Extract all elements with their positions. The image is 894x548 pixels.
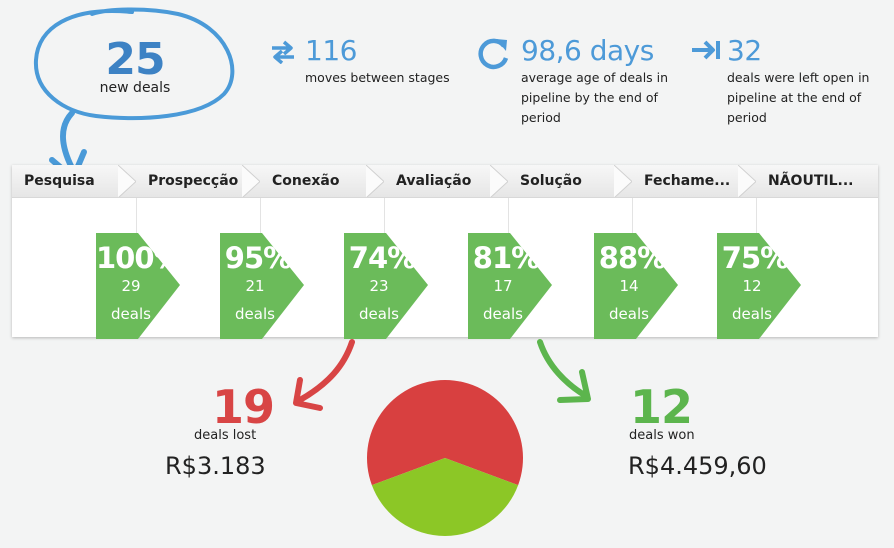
deal-count-label: deals <box>609 305 649 323</box>
stage-header-naoutil[interactable]: NÃOUTIL... <box>756 165 878 198</box>
moves-label: moves between stages <box>305 70 450 85</box>
stage-name: Avaliação <box>396 173 472 189</box>
deal-count-label: deals <box>235 305 275 323</box>
lost-deals-label: deals lost <box>194 428 257 443</box>
stage-name: Fechame... <box>644 173 731 189</box>
deal-count: 21 <box>245 277 265 295</box>
conversion-badge-avaliacao: 81% 17 deals <box>468 233 552 339</box>
deal-count: 23 <box>369 277 389 295</box>
stage-divider <box>136 198 137 233</box>
conversion-percent: 88% <box>598 241 666 275</box>
new-deals-label: new deals <box>99 80 171 96</box>
left-open-value: 32 <box>727 34 762 67</box>
stage-header-conexao[interactable]: Conexão <box>260 165 384 198</box>
deal-count: 17 <box>493 277 513 295</box>
average-age-label-line2: pipeline by the end of <box>521 90 658 105</box>
swap-arrows-icon <box>272 40 294 64</box>
conversion-badge-pesquisa: 100% 29 deals <box>96 233 183 339</box>
won-deals-value: R$4.459,60 <box>628 452 767 480</box>
moves-value: 116 <box>305 34 357 67</box>
chevron-right-icon <box>490 165 508 197</box>
left-open-label-line1: deals were left open in <box>727 70 870 85</box>
conversion-badge-prospeccao: 95% 21 deals <box>220 233 304 339</box>
stage-name: Conexão <box>272 173 340 189</box>
new-deals-count: 25 <box>105 34 165 85</box>
average-age-label-line3: period <box>521 110 561 125</box>
stage-header-avaliacao[interactable]: Avaliação <box>384 165 508 198</box>
deal-count-label: deals <box>111 305 151 323</box>
won-lost-pie <box>367 380 523 536</box>
arrow-right-bar-icon <box>692 40 720 60</box>
stage-divider <box>384 198 385 233</box>
lost-deals-count: 19 <box>212 380 275 434</box>
won-deals-label: deals won <box>629 428 695 443</box>
left-open-label-line2: pipeline at the end of <box>727 90 862 105</box>
pie-slice-lost <box>367 380 523 486</box>
stage-divider <box>508 198 509 233</box>
stage-name: Pesquisa <box>24 173 95 189</box>
conversion-badge-fechamento: 75% 12 deals <box>717 233 801 339</box>
deal-count: 14 <box>619 277 639 295</box>
deal-count: 12 <box>742 277 762 295</box>
conversion-percent: 81% <box>472 241 540 275</box>
left-open-label-line3: period <box>727 110 767 125</box>
average-age-value: 98,6 days <box>521 34 654 67</box>
stage-divider <box>632 198 633 233</box>
pie-slice-won <box>371 458 519 536</box>
won-deals-count: 12 <box>630 380 693 434</box>
won-arrow <box>537 339 591 403</box>
conversion-badge-conexao: 74% 23 deals <box>344 233 428 339</box>
chevron-right-icon <box>118 165 136 197</box>
chevron-right-icon <box>242 165 260 197</box>
chevron-right-icon <box>614 165 632 197</box>
stage-name: Solução <box>520 173 582 189</box>
chevron-right-icon <box>366 165 384 197</box>
deal-count: 29 <box>121 277 141 295</box>
stage-header-fechamento[interactable]: Fechame... <box>632 165 756 198</box>
stage-divider <box>260 198 261 233</box>
conversion-badge-solucao: 88% 14 deals <box>594 233 678 339</box>
stage-name: NÃOUTIL... <box>768 173 854 189</box>
deal-count-label: deals <box>732 305 772 323</box>
stage-divider <box>756 198 757 233</box>
conversion-percent: 95% <box>224 241 292 275</box>
conversion-percent: 74% <box>348 241 416 275</box>
deal-count-label: deals <box>359 305 399 323</box>
stage-header-solucao[interactable]: Solução <box>508 165 632 198</box>
average-age-label-line1: average age of deals in <box>521 70 669 85</box>
conversion-percent: 75% <box>721 241 789 275</box>
lost-arrow <box>293 339 355 411</box>
deal-count-label: deals <box>483 305 523 323</box>
stage-header-prospeccao[interactable]: Prospecção <box>136 165 260 198</box>
conversion-percent: 100% <box>96 241 183 275</box>
stage-header-pesquisa[interactable]: Pesquisa <box>12 165 136 198</box>
stage-name: Prospecção <box>148 173 239 189</box>
pipeline-panel: Pesquisa Prospecção Conexão Avaliação So… <box>12 165 878 339</box>
chevron-right-icon <box>738 165 756 197</box>
refresh-cycle-icon <box>478 38 509 70</box>
lost-deals-value: R$3.183 <box>165 452 266 480</box>
